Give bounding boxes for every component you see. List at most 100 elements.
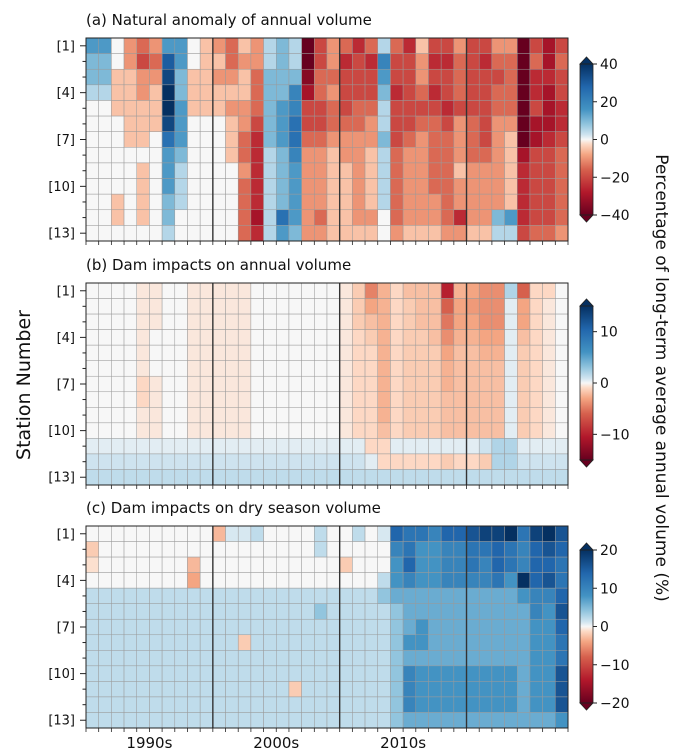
- heatmap-cell: [390, 469, 403, 485]
- heatmap-cell: [200, 283, 213, 299]
- heatmap-cell: [428, 712, 441, 728]
- heatmap-cell: [403, 697, 416, 713]
- heatmap-cell: [467, 697, 480, 713]
- heatmap-cell: [416, 650, 429, 666]
- heatmap-cell: [200, 54, 213, 70]
- heatmap-cell: [505, 666, 518, 682]
- heatmap-cell: [264, 604, 277, 620]
- heatmap-cell: [226, 179, 239, 195]
- heatmap-cell: [226, 147, 239, 163]
- heatmap-cell: [454, 100, 467, 116]
- heatmap-cell: [213, 179, 226, 195]
- heatmap-cell: [428, 299, 441, 315]
- heatmap-cell: [137, 650, 150, 666]
- heatmap-cell: [530, 588, 543, 604]
- heatmap-cell: [124, 132, 137, 148]
- heatmap-cell: [467, 225, 480, 241]
- heatmap-cell: [467, 194, 480, 210]
- heatmap-cell: [149, 650, 162, 666]
- heatmap-cell: [289, 163, 302, 179]
- heatmap-cell: [213, 454, 226, 470]
- heatmap-cell: [467, 163, 480, 179]
- heatmap-cell: [352, 132, 365, 148]
- heatmap-cell: [441, 697, 454, 713]
- heatmap-cell: [302, 712, 315, 728]
- heatmap-cell: [86, 361, 99, 377]
- heatmap-cell: [86, 407, 99, 423]
- heatmap-cell: [276, 650, 289, 666]
- heatmap-cell: [428, 619, 441, 635]
- heatmap-cell: [187, 163, 200, 179]
- heatmap-cell: [505, 650, 518, 666]
- heatmap-cell: [238, 299, 251, 315]
- heatmap-cell: [314, 100, 327, 116]
- heatmap-cell: [238, 361, 251, 377]
- heatmap-cell: [543, 283, 556, 299]
- heatmap-cell: [264, 179, 277, 195]
- heatmap-cell: [289, 454, 302, 470]
- heatmap-cell: [365, 314, 378, 330]
- heatmap-cell: [517, 712, 530, 728]
- heatmap-cell: [352, 469, 365, 485]
- heatmap-cell: [162, 573, 175, 589]
- heatmap-cell: [416, 542, 429, 558]
- heatmap-cell: [213, 650, 226, 666]
- heatmap-cell: [200, 179, 213, 195]
- heatmap-cell: [378, 163, 391, 179]
- heatmap-cell: [454, 666, 467, 682]
- heatmap-cell: [162, 526, 175, 542]
- heatmap-cell: [416, 147, 429, 163]
- heatmap-cell: [416, 299, 429, 315]
- heatmap-cell: [124, 407, 137, 423]
- heatmap-cell: [213, 681, 226, 697]
- heatmap-cell: [124, 573, 137, 589]
- heatmap-cell: [124, 147, 137, 163]
- heatmap-cell: [467, 54, 480, 70]
- heatmap-cell: [327, 697, 340, 713]
- heatmap-cell: [111, 299, 124, 315]
- heatmap-cell: [175, 330, 188, 346]
- heatmap-cell: [555, 666, 568, 682]
- heatmap-cell: [517, 666, 530, 682]
- heatmap-cell: [403, 469, 416, 485]
- heatmap-cell: [314, 619, 327, 635]
- heatmap-cell: [111, 542, 124, 558]
- heatmap-cell: [479, 299, 492, 315]
- heatmap-cell: [352, 712, 365, 728]
- heatmap-cell: [226, 38, 239, 54]
- heatmap-cell: [99, 179, 112, 195]
- heatmap-cell: [378, 423, 391, 439]
- heatmap-cell: [302, 314, 315, 330]
- heatmap-cell: [162, 712, 175, 728]
- heatmap-cell: [251, 100, 264, 116]
- heatmap-cell: [327, 163, 340, 179]
- heatmap-cell: [543, 469, 556, 485]
- heatmap-cell: [530, 392, 543, 408]
- heatmap-cell: [428, 407, 441, 423]
- heatmap-cell: [149, 147, 162, 163]
- heatmap-cell: [86, 54, 99, 70]
- heatmap-cell: [226, 666, 239, 682]
- heatmap-cell: [428, 345, 441, 361]
- heatmap-cell: [99, 619, 112, 635]
- heatmap-cell: [187, 681, 200, 697]
- heatmap-cell: [302, 454, 315, 470]
- heatmap-cell: [365, 38, 378, 54]
- heatmap-cell: [86, 163, 99, 179]
- heatmap-cell: [492, 38, 505, 54]
- heatmap-cell: [276, 526, 289, 542]
- heatmap-cell: [314, 454, 327, 470]
- heatmap-cell: [226, 438, 239, 454]
- heatmap-cell: [479, 376, 492, 392]
- heatmap-cell: [175, 69, 188, 85]
- heatmap-cell: [149, 666, 162, 682]
- heatmap-cell: [416, 38, 429, 54]
- heatmap-cell: [505, 469, 518, 485]
- heatmap-cell: [314, 438, 327, 454]
- heatmap-cell: [517, 438, 530, 454]
- heatmap-cell: [428, 163, 441, 179]
- heatmap-cell: [403, 330, 416, 346]
- heatmap-cell: [251, 330, 264, 346]
